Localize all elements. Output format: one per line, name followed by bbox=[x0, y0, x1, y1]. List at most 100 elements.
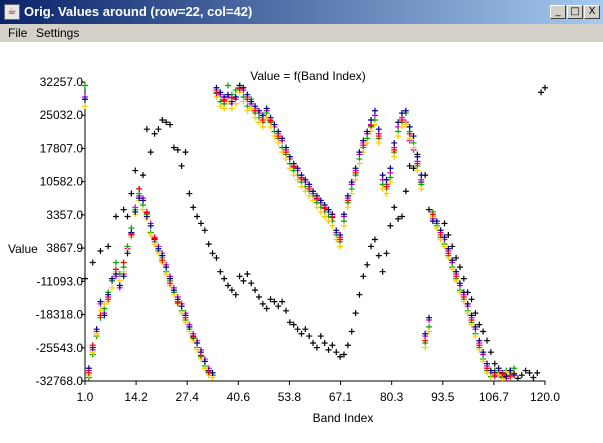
data-point bbox=[468, 316, 475, 323]
data-point bbox=[240, 98, 247, 105]
data-point bbox=[228, 105, 235, 112]
y-tick-label: -32768.0 bbox=[36, 374, 84, 388]
data-point bbox=[252, 287, 259, 294]
data-point bbox=[105, 243, 112, 250]
data-point bbox=[201, 358, 208, 365]
data-point bbox=[337, 236, 344, 243]
data-point bbox=[221, 105, 228, 112]
data-point bbox=[480, 358, 487, 365]
data-point bbox=[426, 314, 433, 321]
data-point bbox=[163, 119, 170, 126]
data-point bbox=[460, 294, 467, 300]
data-point bbox=[344, 197, 351, 204]
data-point bbox=[182, 149, 189, 156]
data-point bbox=[205, 368, 212, 375]
data-point bbox=[151, 235, 158, 242]
data-point bbox=[225, 282, 232, 289]
y-tick-label: 25032.0 bbox=[40, 108, 84, 122]
data-point bbox=[290, 163, 297, 170]
data-point bbox=[352, 169, 359, 176]
data-point bbox=[271, 121, 278, 128]
data-point bbox=[437, 231, 444, 238]
data-point bbox=[139, 206, 146, 213]
data-point bbox=[441, 243, 448, 250]
data-point bbox=[128, 190, 135, 197]
data-point bbox=[487, 374, 494, 381]
data-point bbox=[97, 298, 104, 305]
y-tick-label: -18318.0 bbox=[36, 308, 84, 322]
data-point bbox=[507, 373, 514, 380]
data-point bbox=[375, 126, 382, 133]
data-point bbox=[283, 156, 290, 163]
data-point bbox=[495, 365, 502, 372]
maximize-button[interactable]: □ bbox=[567, 5, 583, 19]
data-point bbox=[244, 271, 251, 278]
data-point bbox=[112, 266, 119, 273]
data-point bbox=[398, 110, 405, 117]
data-point bbox=[333, 227, 340, 234]
data-point bbox=[82, 275, 88, 282]
data-point bbox=[225, 82, 232, 89]
data-point bbox=[356, 291, 363, 298]
data-point bbox=[97, 312, 104, 319]
data-point bbox=[302, 188, 309, 195]
y-tick-label: 17807.0 bbox=[40, 141, 84, 155]
data-point bbox=[507, 367, 514, 374]
data-point bbox=[364, 261, 371, 268]
data-point bbox=[383, 190, 390, 197]
data-points bbox=[82, 82, 548, 382]
menu-file[interactable]: File bbox=[8, 26, 28, 40]
data-point bbox=[178, 310, 185, 317]
data-point bbox=[124, 250, 131, 257]
x-tick-label: 67.1 bbox=[329, 390, 353, 404]
close-button[interactable]: X bbox=[584, 5, 600, 19]
data-point bbox=[120, 206, 127, 213]
data-point bbox=[368, 122, 375, 129]
data-point bbox=[267, 123, 274, 130]
data-point bbox=[449, 266, 456, 273]
title-bar[interactable]: ☕ Orig. Values around (row=22, col=42) _… bbox=[0, 0, 603, 24]
data-point bbox=[410, 144, 417, 151]
data-point bbox=[391, 204, 398, 211]
menu-settings[interactable]: Settings bbox=[36, 26, 80, 40]
data-point bbox=[252, 107, 259, 114]
data-point bbox=[306, 333, 313, 340]
data-point bbox=[410, 133, 417, 140]
data-point bbox=[306, 185, 313, 192]
data-point bbox=[228, 287, 235, 294]
data-point bbox=[213, 84, 220, 91]
data-point bbox=[313, 204, 320, 211]
data-point bbox=[255, 119, 262, 126]
data-point bbox=[352, 310, 359, 317]
y-tick-labels: 32257.0 25032.0 17807.0 10582.0 3357.0 3867.9… bbox=[36, 75, 85, 388]
data-point bbox=[480, 349, 487, 356]
x-tick-label: 120.0 bbox=[530, 390, 560, 404]
data-point bbox=[132, 208, 139, 215]
data-point bbox=[321, 205, 328, 212]
data-point bbox=[163, 264, 170, 271]
data-point bbox=[163, 271, 170, 278]
data-point bbox=[201, 227, 208, 234]
data-point bbox=[410, 165, 417, 172]
menu-bar: File Settings bbox=[0, 24, 603, 42]
data-point bbox=[259, 123, 266, 130]
data-point bbox=[201, 365, 208, 372]
data-point bbox=[325, 346, 332, 353]
data-point bbox=[472, 333, 479, 340]
data-point bbox=[101, 300, 108, 307]
data-point bbox=[286, 153, 293, 160]
minimize-button[interactable]: _ bbox=[550, 5, 566, 19]
data-point bbox=[217, 268, 224, 275]
java-cup-icon[interactable]: ☕ bbox=[4, 4, 20, 20]
data-point bbox=[213, 254, 220, 261]
data-point bbox=[406, 123, 413, 130]
data-point bbox=[232, 93, 239, 100]
data-point bbox=[522, 367, 529, 374]
data-point bbox=[93, 326, 100, 333]
data-point bbox=[340, 211, 347, 218]
data-point bbox=[387, 165, 394, 172]
data-point bbox=[406, 162, 413, 169]
data-point bbox=[255, 294, 262, 300]
data-point bbox=[487, 349, 494, 356]
data-point bbox=[128, 231, 135, 238]
